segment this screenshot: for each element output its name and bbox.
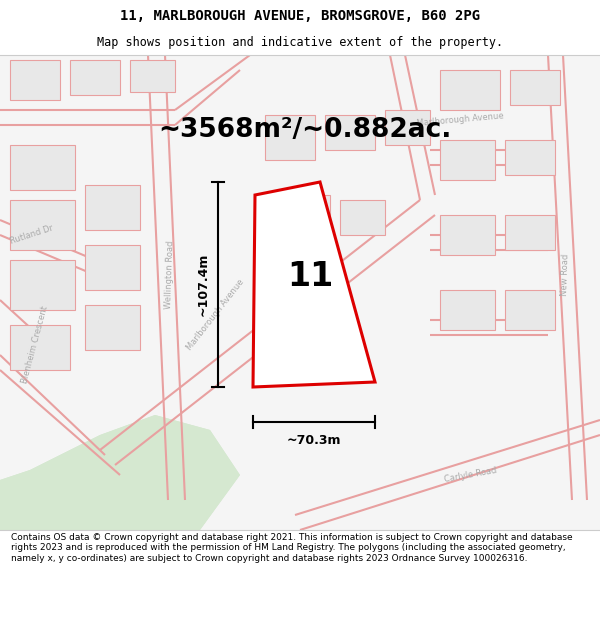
Polygon shape [10, 60, 60, 100]
Text: ~70.3m: ~70.3m [287, 434, 341, 447]
Polygon shape [10, 260, 75, 310]
Text: 11: 11 [287, 260, 334, 293]
Text: 11, MARLBOROUGH AVENUE, BROMSGROVE, B60 2PG: 11, MARLBOROUGH AVENUE, BROMSGROVE, B60 … [120, 9, 480, 24]
Text: Map shows position and indicative extent of the property.: Map shows position and indicative extent… [97, 36, 503, 49]
Text: Wellington Road: Wellington Road [164, 241, 176, 309]
Polygon shape [10, 200, 75, 250]
Polygon shape [505, 215, 555, 250]
Text: Blenheim Crescent: Blenheim Crescent [20, 305, 50, 385]
Polygon shape [0, 415, 240, 530]
Text: Contains OS data © Crown copyright and database right 2021. This information is : Contains OS data © Crown copyright and d… [11, 533, 572, 562]
Text: New Road: New Road [560, 254, 570, 296]
Polygon shape [440, 140, 495, 180]
Polygon shape [70, 60, 120, 95]
Polygon shape [253, 182, 375, 387]
Polygon shape [85, 185, 140, 230]
Text: ~107.4m: ~107.4m [197, 253, 210, 316]
Polygon shape [505, 290, 555, 330]
Text: Marlborough Avenue: Marlborough Avenue [185, 278, 245, 352]
Text: ~3568m²/~0.882ac.: ~3568m²/~0.882ac. [158, 117, 452, 143]
Polygon shape [505, 140, 555, 175]
Polygon shape [440, 290, 495, 330]
Polygon shape [340, 200, 385, 235]
Polygon shape [440, 215, 495, 255]
Polygon shape [510, 70, 560, 105]
Polygon shape [85, 305, 140, 350]
Polygon shape [440, 70, 500, 110]
Polygon shape [10, 325, 70, 370]
Text: Carlyle Road: Carlyle Road [443, 466, 497, 484]
Polygon shape [130, 60, 175, 92]
Text: Marlborough Avenue: Marlborough Avenue [416, 112, 504, 128]
Text: Rutland Dr: Rutland Dr [9, 224, 55, 246]
Polygon shape [85, 245, 140, 290]
Polygon shape [265, 115, 315, 160]
Polygon shape [385, 110, 430, 145]
Polygon shape [280, 195, 330, 240]
Polygon shape [10, 145, 75, 190]
Polygon shape [0, 415, 240, 530]
Polygon shape [325, 115, 375, 150]
